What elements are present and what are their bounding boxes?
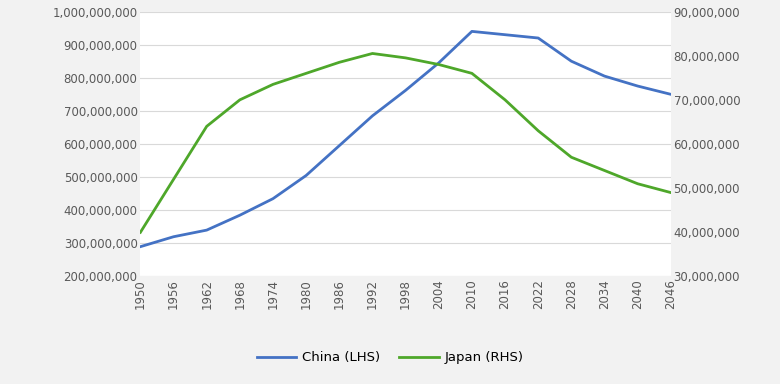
China (LHS): [335, 143, 344, 148]
Japan (RHS): [268, 82, 278, 87]
Japan (RHS): [168, 177, 178, 182]
China (LHS): [168, 234, 178, 239]
Legend: China (LHS), Japan (RHS): China (LHS), Japan (RHS): [251, 346, 529, 370]
China (LHS): [401, 88, 410, 93]
China (LHS): [566, 59, 576, 63]
Japan (RHS): [500, 98, 509, 102]
Japan (RHS): [202, 124, 211, 129]
Japan (RHS): [136, 230, 145, 235]
Japan (RHS): [534, 128, 543, 133]
China (LHS): [235, 213, 244, 217]
China (LHS): [136, 244, 145, 249]
Line: Japan (RHS): Japan (RHS): [140, 53, 671, 232]
Japan (RHS): [566, 155, 576, 160]
Japan (RHS): [235, 98, 244, 102]
Line: China (LHS): China (LHS): [140, 31, 671, 247]
Japan (RHS): [600, 168, 609, 173]
Japan (RHS): [633, 181, 642, 186]
Japan (RHS): [335, 60, 344, 65]
China (LHS): [666, 92, 675, 97]
China (LHS): [434, 61, 443, 65]
Japan (RHS): [666, 190, 675, 195]
Japan (RHS): [467, 71, 477, 76]
China (LHS): [600, 74, 609, 78]
China (LHS): [633, 84, 642, 88]
Japan (RHS): [367, 51, 377, 56]
China (LHS): [534, 36, 543, 40]
Japan (RHS): [434, 62, 443, 67]
China (LHS): [467, 29, 477, 34]
Japan (RHS): [301, 71, 310, 76]
China (LHS): [202, 228, 211, 232]
China (LHS): [500, 32, 509, 37]
China (LHS): [301, 173, 310, 178]
China (LHS): [268, 196, 278, 201]
China (LHS): [367, 114, 377, 118]
Japan (RHS): [401, 56, 410, 60]
